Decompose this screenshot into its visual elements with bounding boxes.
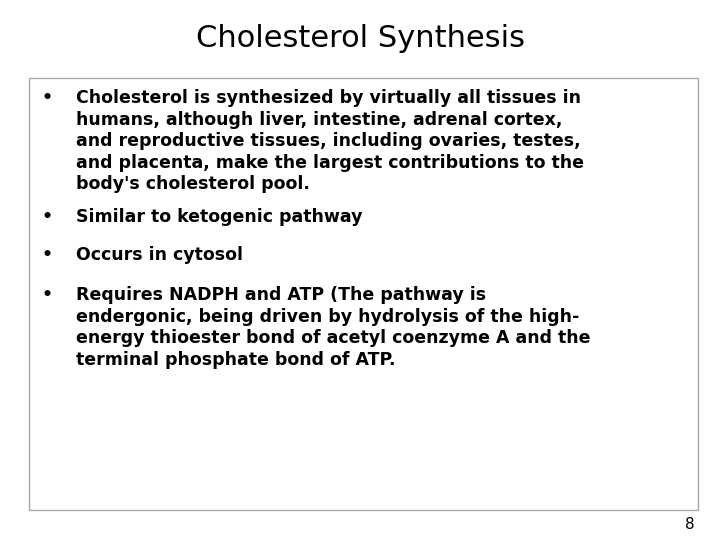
Text: Requires NADPH and ATP (The pathway is
endergonic, being driven by hydrolysis of: Requires NADPH and ATP (The pathway is e… xyxy=(76,286,590,369)
Text: •: • xyxy=(41,246,53,264)
Text: Cholesterol is synthesized by virtually all tissues in
humans, although liver, i: Cholesterol is synthesized by virtually … xyxy=(76,89,584,193)
FancyBboxPatch shape xyxy=(29,78,698,510)
Text: Cholesterol Synthesis: Cholesterol Synthesis xyxy=(196,24,524,53)
Text: Occurs in cytosol: Occurs in cytosol xyxy=(76,246,243,264)
Text: •: • xyxy=(41,208,53,226)
Text: Similar to ketogenic pathway: Similar to ketogenic pathway xyxy=(76,208,362,226)
Text: •: • xyxy=(41,89,53,107)
Text: 8: 8 xyxy=(685,517,695,532)
Text: •: • xyxy=(41,286,53,304)
